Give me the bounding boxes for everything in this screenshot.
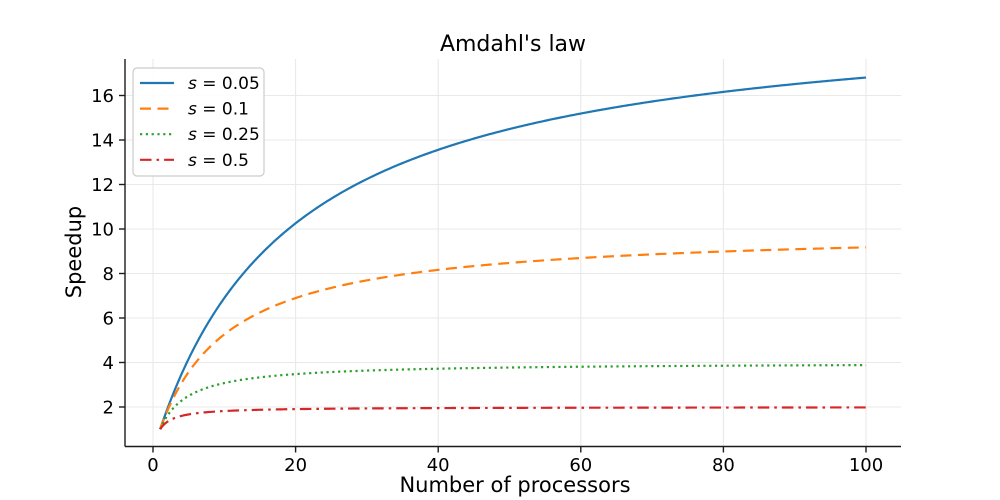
grid-layer [125, 59, 901, 447]
y-tick-label: 8 [103, 264, 114, 285]
tick-labels-layer: 0 20 40 60 80 100 2 4 6 8 10 12 14 16 [91, 86, 883, 476]
y-tick-label: 4 [103, 353, 114, 374]
legend-item-label: s = 0.05 [188, 74, 260, 94]
x-tick-label: 40 [427, 455, 450, 476]
x-tick-label: 20 [284, 455, 307, 476]
y-axis-label: Speedup [62, 206, 86, 298]
series-curves-layer [159, 76, 867, 430]
legend-box [132, 67, 265, 177]
x-tick-label: 0 [147, 455, 158, 476]
legend: s = 0.05 s = 0.1 s = 0.25 s = 0.5 [132, 67, 265, 177]
legend-item-label: s = 0.1 [188, 100, 249, 120]
x-tick-label: 60 [569, 455, 592, 476]
x-tick-label: 80 [712, 455, 735, 476]
y-tick-label: 14 [91, 131, 114, 152]
y-tick-label: 10 [91, 220, 114, 241]
spines-layer [124, 59, 901, 448]
ticks-layer [119, 94, 867, 453]
legend-item-label: s = 0.25 [188, 125, 260, 145]
y-tick-label: 6 [103, 309, 114, 330]
legend-item-label: s = 0.5 [188, 151, 249, 171]
chart-title: Amdahl's law [440, 32, 586, 57]
y-tick-label: 12 [91, 175, 114, 196]
series-curve-s=0.5 [159, 406, 866, 430]
y-tick-label: 2 [103, 398, 114, 419]
series-curve-s=0.1 [159, 246, 867, 430]
series-curve-s=0.05 [159, 76, 867, 430]
y-tick-label: 16 [91, 86, 114, 107]
x-tick-label: 100 [849, 455, 883, 476]
x-axis-label: Number of processors [399, 473, 630, 497]
series-curve-s=0.25 [159, 363, 867, 430]
